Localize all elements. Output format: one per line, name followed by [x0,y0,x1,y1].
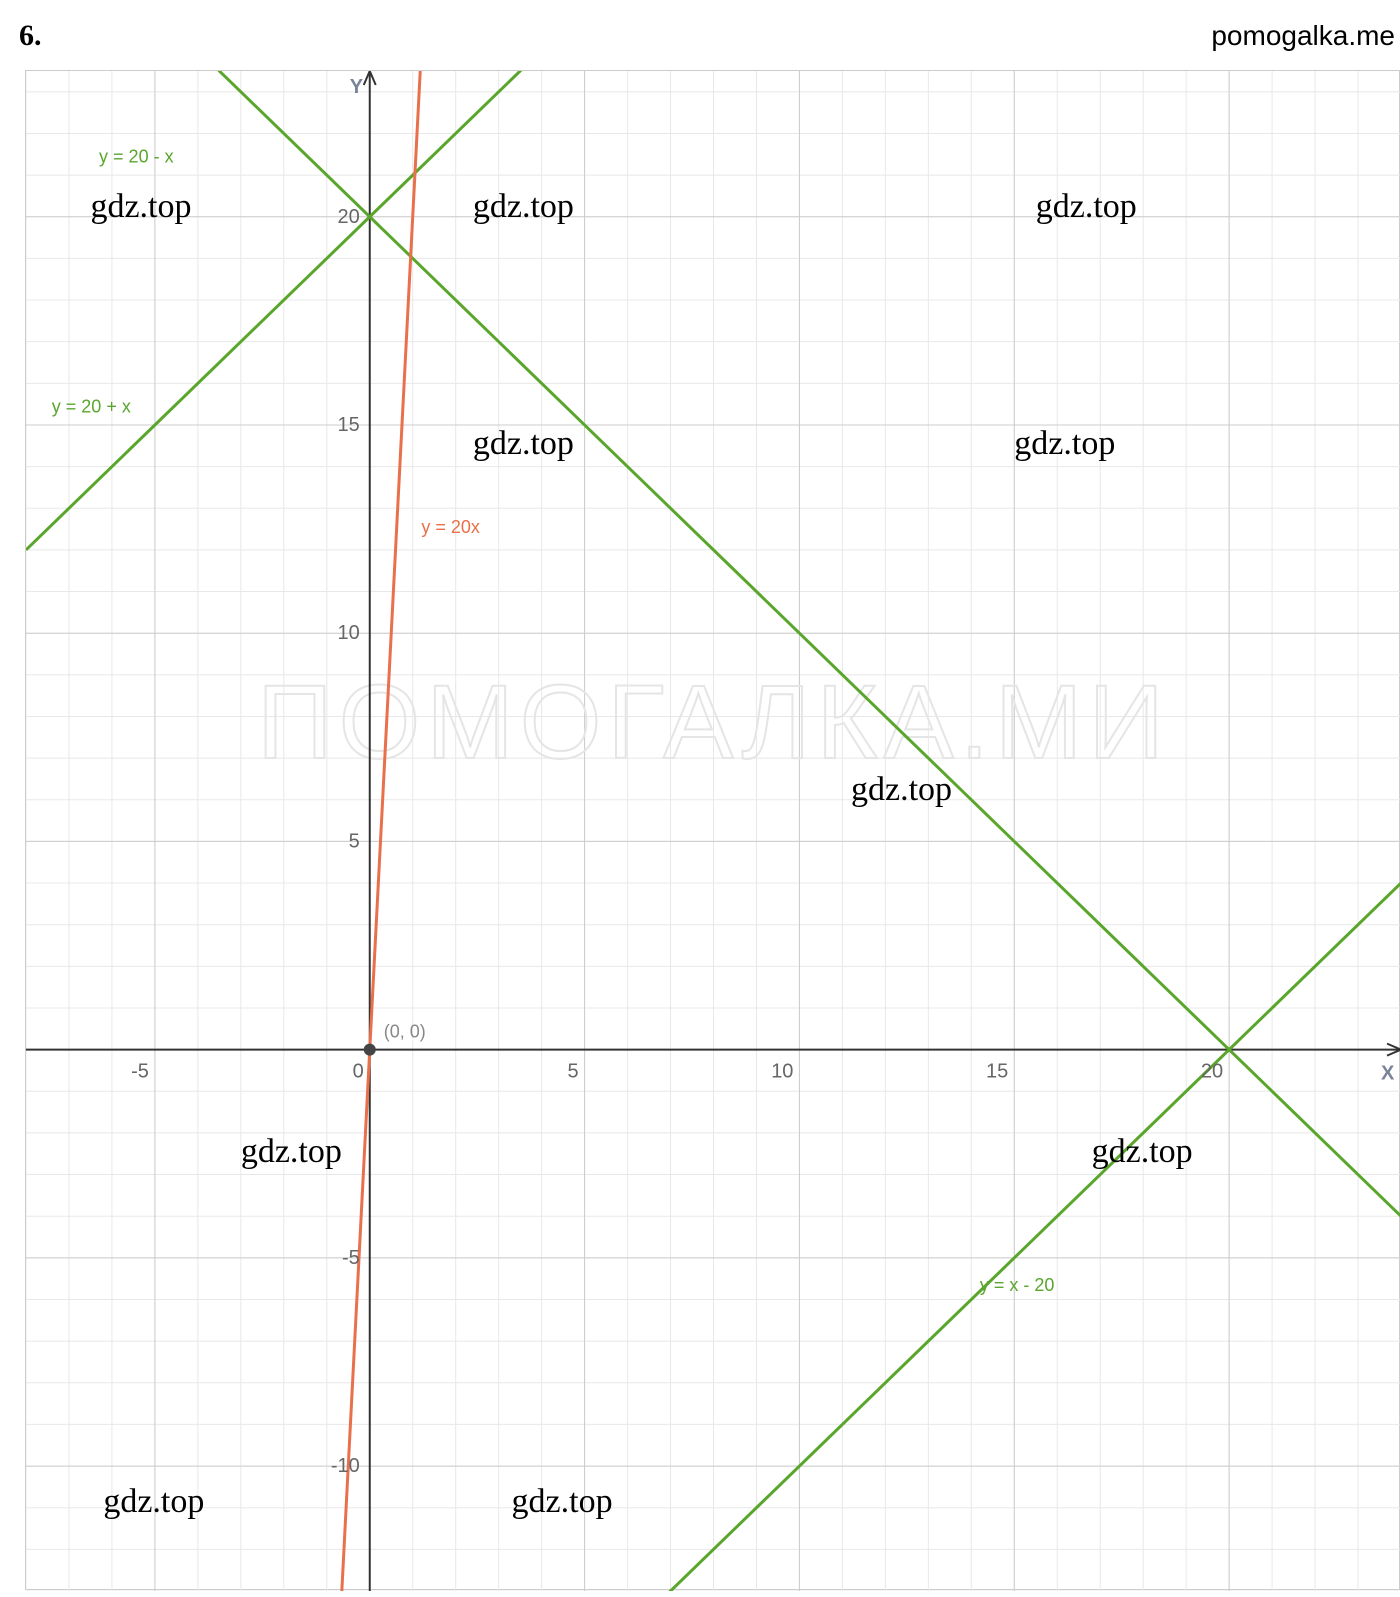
y-tick-label: -5 [342,1247,360,1269]
chart-svg: ПОМОГАЛКА.МИ -5 0 5 10 15 20 -10 -5 5 10 15 20 X Y (0, … [26,71,1400,1591]
line-label: y = 20x [421,517,480,537]
watermark-text: gdz.top [241,1133,342,1170]
watermark-text: gdz.top [473,425,574,462]
watermark-text: gdz.top [851,771,952,808]
y-tick-label: -10 [331,1455,360,1477]
x-tick-label: 20 [1201,1061,1223,1083]
watermark-text: gdz.top [512,1483,613,1520]
watermark-text: gdz.top [1036,188,1137,225]
watermark-text: gdz.top [90,188,191,225]
watermark-text: gdz.top [1014,425,1115,462]
watermark-text: gdz.top [473,188,574,225]
y-tick-label: 5 [349,830,360,852]
site-header: pomogalka.me [1211,20,1395,52]
x-tick-label: 15 [986,1061,1008,1083]
x-tick-label: 0 [353,1061,364,1083]
y-tick-label: 20 [338,206,360,228]
line-label: y = 20 - x [99,147,174,167]
watermark-text: gdz.top [103,1483,204,1520]
chart-container: ПОМОГАЛКА.МИ -5 0 5 10 15 20 -10 -5 5 10 15 20 X Y (0, … [25,70,1400,1590]
x-tick-label: 5 [567,1061,578,1083]
problem-number: 6. [19,19,42,53]
y-axis-label: Y [350,76,364,98]
x-axis-label: X [1381,1063,1395,1085]
big-watermark: ПОМОГАЛКА.МИ [257,664,1170,781]
y-tick-label: 15 [338,414,360,436]
line-label: y = 20 + x [52,396,131,416]
watermark-text: gdz.top [1092,1133,1193,1170]
line-label: y = x - 20 [980,1275,1055,1295]
x-tick-label: -5 [131,1061,149,1083]
origin-point [364,1044,376,1056]
origin-label: (0, 0) [384,1022,426,1042]
x-tick-label: 10 [771,1061,793,1083]
grid [26,71,1400,1591]
y-tick-label: 10 [338,622,360,644]
